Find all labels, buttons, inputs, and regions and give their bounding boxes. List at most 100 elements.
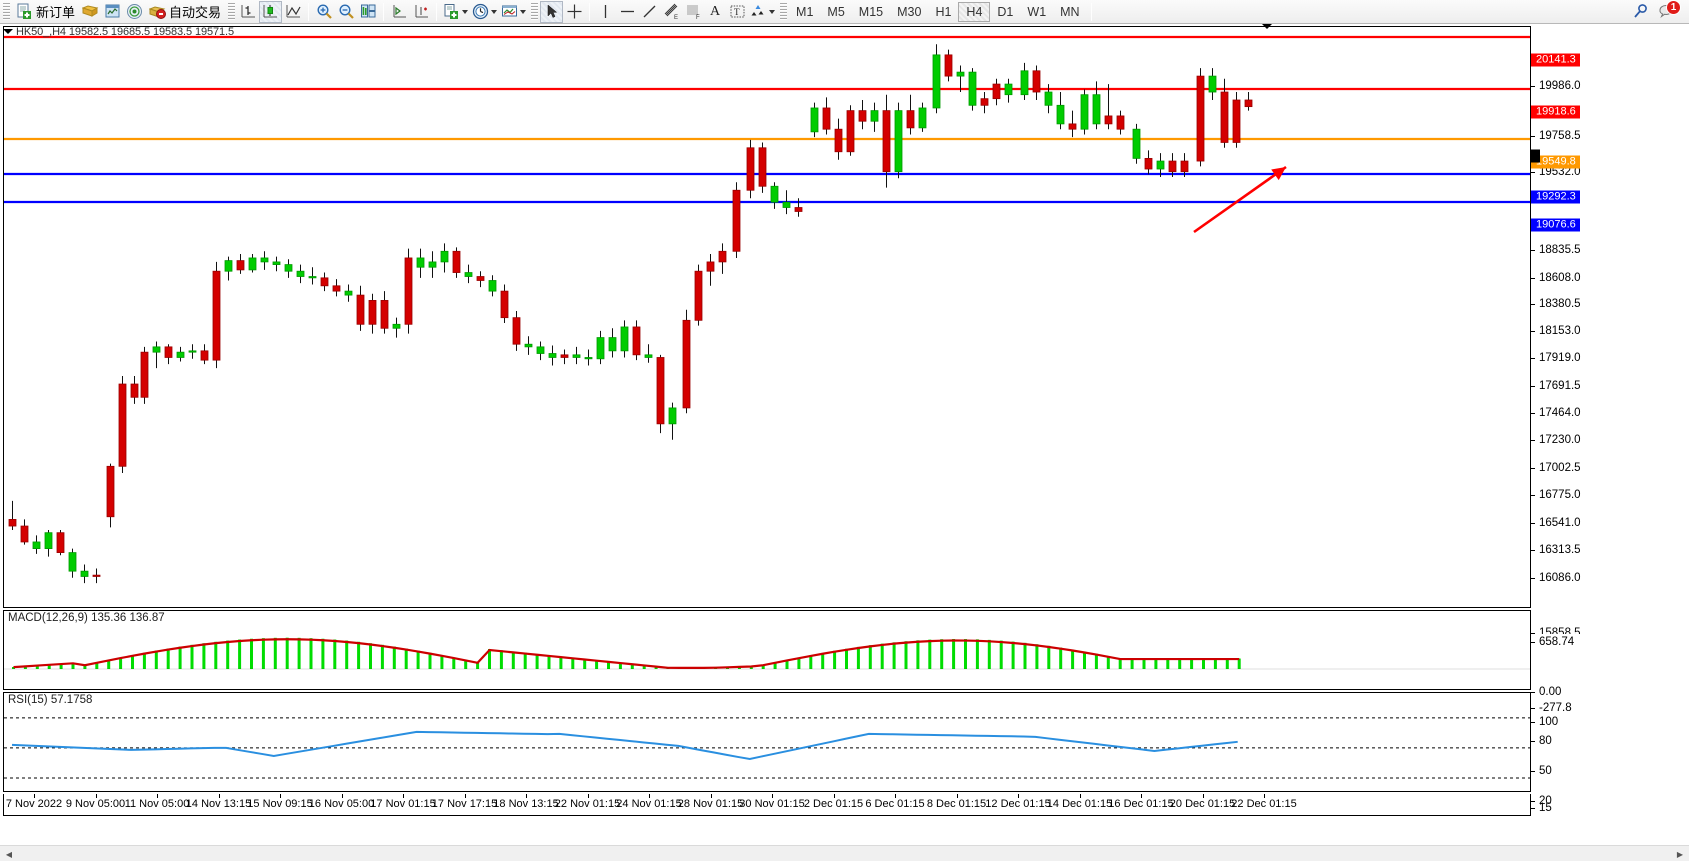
time-axis[interactable]: 7 Nov 2022 9 Nov 05:00 11 Nov 05:00 14 Nov … xyxy=(3,794,1531,816)
add-indicator-button[interactable] xyxy=(441,1,470,23)
chart-window-icon xyxy=(105,4,120,18)
price-chart-pane[interactable] xyxy=(3,26,1531,608)
price-tick: 16775.0 xyxy=(1531,489,1581,501)
candle xyxy=(1180,153,1189,177)
candlestick-chart-button[interactable] xyxy=(259,0,283,23)
price-tick: 18835.5 xyxy=(1531,244,1581,256)
chart-collapse-marker-icon[interactable] xyxy=(1262,24,1272,29)
chart-window-button[interactable] xyxy=(101,1,123,23)
candle xyxy=(894,102,903,179)
signal-button[interactable] xyxy=(123,1,145,23)
candle xyxy=(1080,89,1089,135)
zoom-out-button[interactable] xyxy=(335,1,357,23)
chart-shift-icon xyxy=(415,5,428,18)
time-axis-label: 8 Dec 01:15 xyxy=(926,798,987,810)
toolbar-grip-2[interactable] xyxy=(228,2,236,21)
auto-scroll-button[interactable] xyxy=(388,1,410,23)
price-level-chip[interactable]: 19292.3 xyxy=(1531,190,1580,204)
templates-button[interactable] xyxy=(499,1,528,23)
candlestick-chart-icon xyxy=(263,5,278,18)
time-tick-mark xyxy=(157,794,158,798)
trendline-button[interactable] xyxy=(638,1,660,23)
timeframe-h1[interactable]: H1 xyxy=(935,4,952,19)
new-order-icon xyxy=(17,3,31,19)
price-level-chip[interactable]: 20141.3 xyxy=(1531,53,1580,67)
candle xyxy=(80,564,89,584)
candle xyxy=(416,248,425,278)
vertical-line-button[interactable] xyxy=(594,1,616,23)
time-axis-label: 28 Nov 01:15 xyxy=(677,798,744,810)
timeframe-m1[interactable]: M1 xyxy=(796,4,814,19)
search-button[interactable] xyxy=(1629,1,1651,23)
time-tick-mark xyxy=(34,794,35,798)
template-icon xyxy=(502,5,518,17)
toolbar-grip-4[interactable] xyxy=(780,2,788,21)
price-axis[interactable]: 19986.0 19758.5 19532.0 18835.5 18608.0 18380… xyxy=(1531,50,1686,639)
candle xyxy=(236,253,245,274)
chart-shift-button[interactable] xyxy=(410,1,432,23)
timeframe-h4[interactable]: H4 xyxy=(958,1,991,22)
time-tick-mark xyxy=(649,794,650,798)
svg-text:T: T xyxy=(734,7,740,17)
candle xyxy=(272,256,281,272)
chevron-down-icon[interactable] xyxy=(769,9,776,14)
rsi-axis[interactable]: 100 80 50 20 15 xyxy=(1531,716,1686,816)
horizontal-line-button[interactable] xyxy=(616,1,638,23)
autotrade-button[interactable]: 自动交易 xyxy=(145,1,225,23)
timeframe-m15[interactable]: M15 xyxy=(858,4,884,19)
tile-windows-button[interactable] xyxy=(357,1,379,23)
candle xyxy=(200,344,209,365)
candle xyxy=(1196,68,1205,167)
new-order-button[interactable]: 新订单 xyxy=(12,1,79,23)
candle xyxy=(1044,84,1053,114)
fibonacci-button[interactable]: F xyxy=(682,1,704,23)
timeframe-d1[interactable]: D1 xyxy=(997,4,1014,19)
chevron-down-icon[interactable] xyxy=(462,9,469,14)
macd-axis[interactable]: 658.74 0.00 -277.8 xyxy=(1531,634,1686,714)
time-axis-label: 17 Nov 17:15 xyxy=(431,798,498,810)
zoom-in-button[interactable] xyxy=(313,1,335,23)
line-chart-button[interactable] xyxy=(282,1,304,23)
autotrade-icon xyxy=(149,6,167,19)
time-tick-mark xyxy=(1018,794,1019,798)
candle xyxy=(1244,92,1253,111)
chevron-down-icon[interactable] xyxy=(520,9,527,14)
horizontal-line-icon xyxy=(620,10,634,13)
candle xyxy=(1104,84,1113,130)
shapes-button[interactable] xyxy=(748,1,777,23)
timeframe-w1[interactable]: W1 xyxy=(1027,4,1047,19)
timeframe-m5[interactable]: M5 xyxy=(827,4,845,19)
price-level-chip[interactable]: 19549.8 xyxy=(1531,155,1580,169)
price-level-chip[interactable]: 19918.6 xyxy=(1531,105,1580,119)
macd-tick: 658.74 xyxy=(1531,636,1574,648)
time-axis-label: 20 Dec 01:15 xyxy=(1169,798,1236,810)
equidistant-channel-button[interactable]: E xyxy=(660,1,682,23)
scroll-right-icon[interactable]: ▶ xyxy=(1676,849,1684,859)
text-button[interactable]: A xyxy=(704,1,726,23)
chart-title-marker-icon xyxy=(3,29,13,34)
text-label-button[interactable]: T xyxy=(726,1,748,23)
toolbar-grip-3[interactable] xyxy=(531,2,539,21)
price-level-chip[interactable]: 19076.6 xyxy=(1531,218,1580,232)
tile-windows-icon xyxy=(360,4,376,18)
time-tick-mark xyxy=(1141,794,1142,798)
rsi-pane[interactable]: RSI(15) 57.1758 xyxy=(3,692,1531,792)
notifications-button[interactable]: 1 xyxy=(1655,0,1681,22)
candle xyxy=(524,336,533,355)
price-tick: 17230.0 xyxy=(1531,434,1581,446)
toolbar-grip-1[interactable] xyxy=(3,2,10,21)
chevron-down-icon[interactable] xyxy=(491,9,498,14)
scroll-left-icon[interactable]: ◀ xyxy=(5,849,13,859)
folder-button[interactable] xyxy=(79,1,101,23)
bar-chart-button[interactable] xyxy=(237,1,259,23)
periods-button[interactable] xyxy=(470,1,499,23)
timeframe-m30[interactable]: M30 xyxy=(897,4,922,19)
candle xyxy=(248,253,257,273)
macd-pane[interactable]: MACD(12,26,9) 135.36 136.87 xyxy=(3,610,1531,690)
horizontal-scrollbar[interactable]: ◀ ▶ xyxy=(0,845,1689,861)
time-tick-mark xyxy=(833,794,835,798)
timeframe-mn[interactable]: MN xyxy=(1060,4,1080,19)
crosshair-button[interactable] xyxy=(563,1,585,23)
cursor-button[interactable] xyxy=(540,0,564,23)
candle xyxy=(656,354,665,434)
